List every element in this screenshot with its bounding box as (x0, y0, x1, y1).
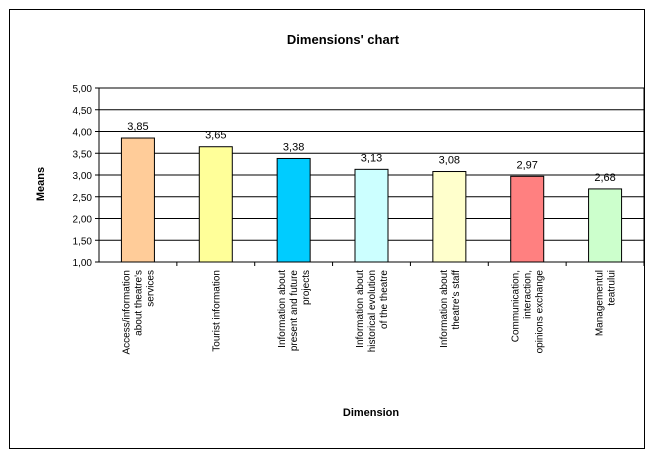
data-label: 2,97 (517, 159, 538, 171)
x-category-label: Information about historical evolution of … (355, 270, 390, 353)
y-tick-label: 3,00 (73, 171, 93, 182)
x-axis-title: Dimension (343, 407, 400, 419)
bars: 3,85 3,65 3,38 3,13 3,08 2,97 2,68 (120, 121, 623, 263)
x-category-label-line: theatre's staff (451, 270, 462, 330)
data-label: 3,85 (127, 121, 148, 133)
bar (354, 168, 389, 263)
y-tick-label: 2,50 (73, 193, 93, 204)
y-axis-ticks: 1,00 1,50 2,00 2,50 3,00 3,50 4,00 4,50 5,00 (73, 84, 99, 269)
x-category-label-line: projects (301, 270, 312, 305)
x-category-label: Tourist information (211, 270, 222, 352)
x-category-label-line: services (145, 270, 156, 307)
x-category-label: Access/information about theatre's service… (121, 270, 156, 354)
bar (432, 171, 467, 263)
x-category-label: Information about theatre's staff (439, 270, 462, 348)
x-category-label: Communication, interaction, opinions excha… (511, 270, 546, 354)
chart-frame: Dimensions' chart 3,85 3,65 3,38 3,13 3,08 2,… (9, 9, 645, 449)
y-tick-label: 4,00 (73, 128, 93, 139)
y-tick-label: 5,00 (73, 84, 93, 95)
x-category-label: Information about present and future proje… (277, 270, 312, 352)
x-category-label-line: Communication, (511, 270, 522, 342)
y-tick-label: 4,50 (73, 106, 93, 117)
x-category-label-line: historical evolution (367, 270, 378, 352)
x-category-label-line: Access/information (121, 270, 132, 354)
y-tick-label: 3,50 (73, 149, 93, 160)
x-category-label-line: opinions exchange (535, 270, 546, 354)
x-category-label-line: teatrului (607, 270, 618, 306)
x-category-label-line: Information about (277, 270, 288, 348)
bar (510, 175, 545, 263)
y-axis-title: Means (35, 167, 47, 201)
x-category-label-line: Tourist information (211, 270, 222, 352)
bar (588, 188, 623, 263)
y-tick-label: 1,50 (73, 236, 93, 247)
data-label: 3,13 (361, 152, 382, 164)
x-category-label-line: Information about (355, 270, 366, 348)
data-label: 3,08 (439, 155, 460, 167)
bar-chart: Dimensions' chart 3,85 3,65 3,38 3,13 3,08 2,… (35, 32, 645, 419)
x-axis-categories: Access/information about theatre's service… (121, 262, 645, 354)
x-category-label-line: about theatre's (133, 270, 144, 336)
bar (198, 146, 233, 263)
y-tick-label: 1,00 (73, 258, 93, 269)
x-category-label-line: interaction, (523, 270, 534, 319)
x-category-label-line: Information about (439, 270, 450, 348)
x-category-label-line: present and future (289, 270, 300, 352)
x-category-label-line: Managementul (595, 270, 606, 336)
x-category-label-line: of the theatre (379, 270, 390, 329)
chart-title: Dimensions' chart (287, 32, 400, 47)
data-label: 3,38 (283, 141, 304, 153)
bar (120, 137, 155, 263)
data-label: 3,65 (205, 130, 226, 142)
y-tick-label: 2,00 (73, 215, 93, 226)
bar (276, 157, 311, 263)
x-category-label: Managementul teatrului (595, 270, 618, 336)
data-label: 2,68 (594, 172, 615, 184)
